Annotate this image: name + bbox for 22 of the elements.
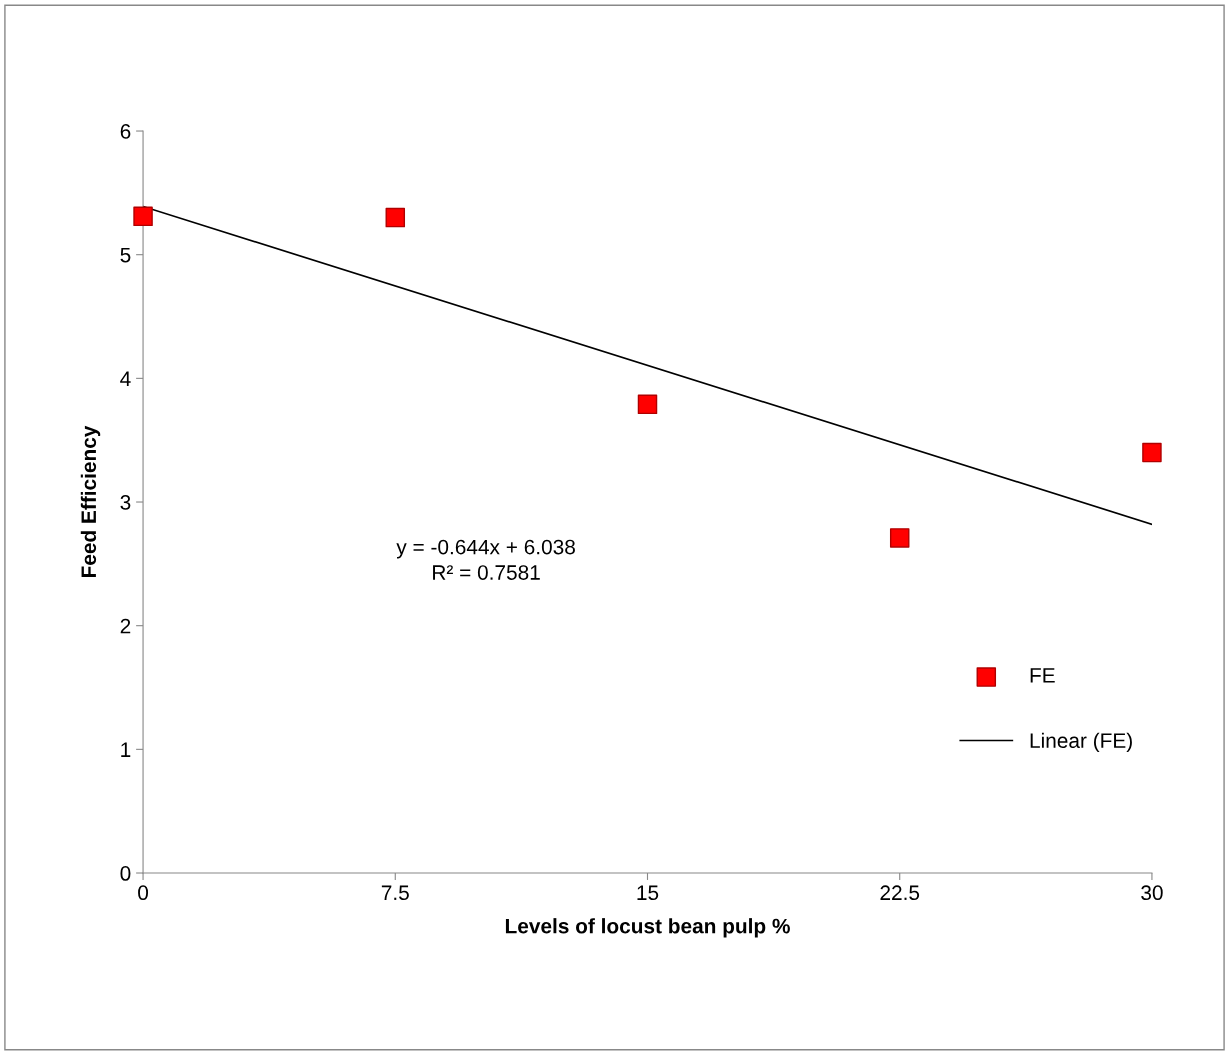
y-axis-title: Feed Efficiency xyxy=(80,425,101,578)
y-tick-label: 6 xyxy=(120,124,131,139)
y-tick-label: 2 xyxy=(120,618,131,634)
y-tick-label: 0 xyxy=(120,866,131,881)
legend-label: Linear (FE) xyxy=(1030,732,1132,753)
y-tick-label: 3 xyxy=(120,495,131,510)
y-tick-label: 1 xyxy=(121,742,131,757)
point xyxy=(1142,442,1162,463)
y-tick-label: 4 xyxy=(120,371,131,386)
x-tick-label: 7.5 xyxy=(381,885,409,901)
point xyxy=(637,394,658,415)
x-tick-label: 30 xyxy=(1141,885,1163,901)
x-axis-title: Levels of locust bean pulp % xyxy=(505,918,790,938)
x-tick-label: 22.5 xyxy=(880,885,920,901)
x-tick-label: 15 xyxy=(637,885,659,901)
point xyxy=(385,207,406,228)
y-tick-label: 5 xyxy=(120,247,131,263)
point xyxy=(133,206,153,227)
x-tick-label: 0 xyxy=(138,885,149,901)
legend-label: FE xyxy=(1030,668,1055,683)
annotation: y = -0.644x + 6.038 R² = 0.7581 xyxy=(396,539,575,580)
point xyxy=(889,528,910,548)
